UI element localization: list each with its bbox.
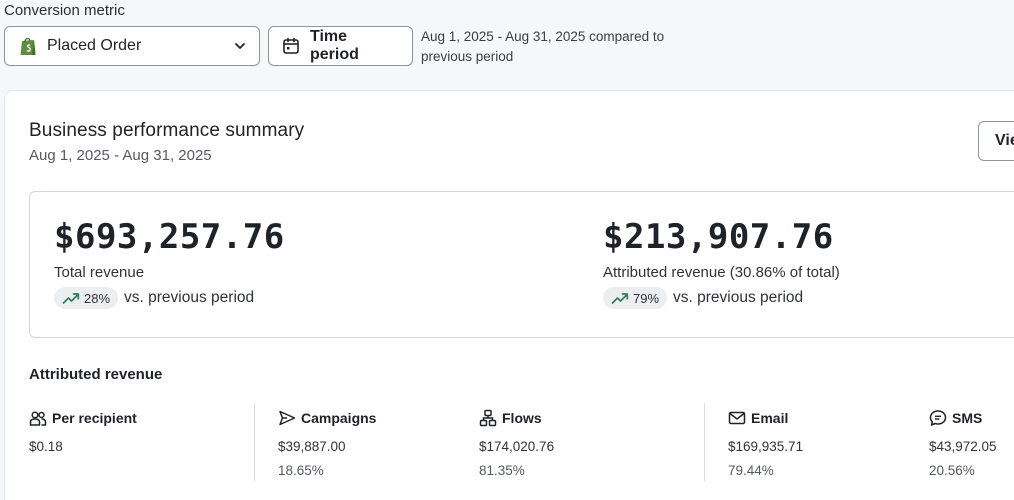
users-icon bbox=[29, 409, 47, 427]
time-period-button[interactable]: Time period bbox=[268, 26, 413, 66]
card-title: Business performance summary bbox=[29, 120, 305, 141]
attributed-revenue-label: Attributed revenue (30.86% of total) bbox=[603, 264, 840, 281]
attributed-revenue-heading: Attributed revenue bbox=[29, 366, 163, 383]
stat-label: SMS bbox=[952, 410, 983, 426]
time-period-label: Time period bbox=[310, 28, 359, 63]
divider bbox=[704, 403, 705, 481]
attributed-revenue-amount: $213,907.76 bbox=[603, 217, 834, 257]
trend-up-icon bbox=[611, 291, 629, 305]
calendar-icon bbox=[282, 37, 300, 55]
comparison-period-note: Aug 1, 2025 - Aug 31, 2025 compared to p… bbox=[421, 29, 665, 64]
stat-value: $0.18 bbox=[29, 439, 63, 454]
conversion-metric-select[interactable]: Placed Order bbox=[4, 26, 260, 66]
chevron-down-icon bbox=[233, 39, 247, 53]
stat-flows: Flows $174,020.76 81.35% bbox=[479, 409, 554, 478]
divider bbox=[254, 403, 255, 481]
view-button-label: Vie bbox=[995, 132, 1014, 149]
shopify-bag-icon bbox=[19, 36, 37, 56]
attributed-revenue-kpi: $213,907.76 Attributed revenue (30.86% o… bbox=[603, 216, 840, 309]
card-date-range: Aug 1, 2025 - Aug 31, 2025 bbox=[29, 147, 212, 164]
trend-percent: 79% bbox=[633, 290, 660, 306]
total-revenue-kpi: $693,257.76 Total revenue 28% vs. previo… bbox=[54, 216, 285, 309]
stat-value: $169,935.71 bbox=[728, 439, 804, 454]
conversion-metric-label: Conversion metric bbox=[4, 2, 125, 19]
stat-email: Email $169,935.71 79.44% bbox=[728, 409, 803, 478]
stat-label: Flows bbox=[502, 410, 542, 426]
stat-label: Email bbox=[751, 410, 789, 426]
total-revenue-trend: 28% vs. previous period bbox=[54, 287, 285, 309]
view-button[interactable]: Vie bbox=[978, 121, 1014, 161]
stat-sms: SMS $43,972.05 20.56% bbox=[929, 409, 997, 478]
business-performance-card: Business performance summary Aug 1, 2025… bbox=[4, 90, 1014, 500]
stat-per-recipient: Per recipient $0.18 bbox=[29, 409, 137, 454]
mail-icon bbox=[728, 409, 746, 427]
stat-share: 20.56% bbox=[929, 463, 975, 478]
stat-campaigns: Campaigns $39,887.00 18.65% bbox=[278, 409, 376, 478]
stat-value: $39,887.00 bbox=[278, 439, 346, 454]
trend-up-icon bbox=[62, 291, 80, 305]
metric-value: Placed Order bbox=[47, 37, 142, 54]
attributed-revenue-trend: 79% vs. previous period bbox=[603, 287, 840, 309]
trend-compare-text: vs. previous period bbox=[124, 289, 255, 306]
stat-label: Per recipient bbox=[52, 410, 137, 426]
kpi-panel: $693,257.76 Total revenue 28% vs. previo… bbox=[29, 191, 1014, 338]
flow-icon bbox=[479, 409, 497, 427]
sms-icon bbox=[929, 409, 947, 427]
stat-value: $174,020.76 bbox=[479, 439, 555, 454]
stat-share: 79.44% bbox=[728, 463, 774, 478]
total-revenue-amount: $693,257.76 bbox=[54, 217, 285, 257]
trend-percent: 28% bbox=[84, 290, 111, 306]
total-revenue-label: Total revenue bbox=[54, 264, 145, 281]
stat-value: $43,972.05 bbox=[929, 439, 997, 454]
stat-share: 81.35% bbox=[479, 463, 525, 478]
stat-share: 18.65% bbox=[278, 463, 324, 478]
send-icon bbox=[278, 409, 296, 427]
trend-compare-text: vs. previous period bbox=[673, 289, 804, 306]
trend-badge: 79% bbox=[603, 287, 668, 309]
trend-badge: 28% bbox=[54, 287, 119, 309]
stat-label: Campaigns bbox=[301, 410, 377, 426]
